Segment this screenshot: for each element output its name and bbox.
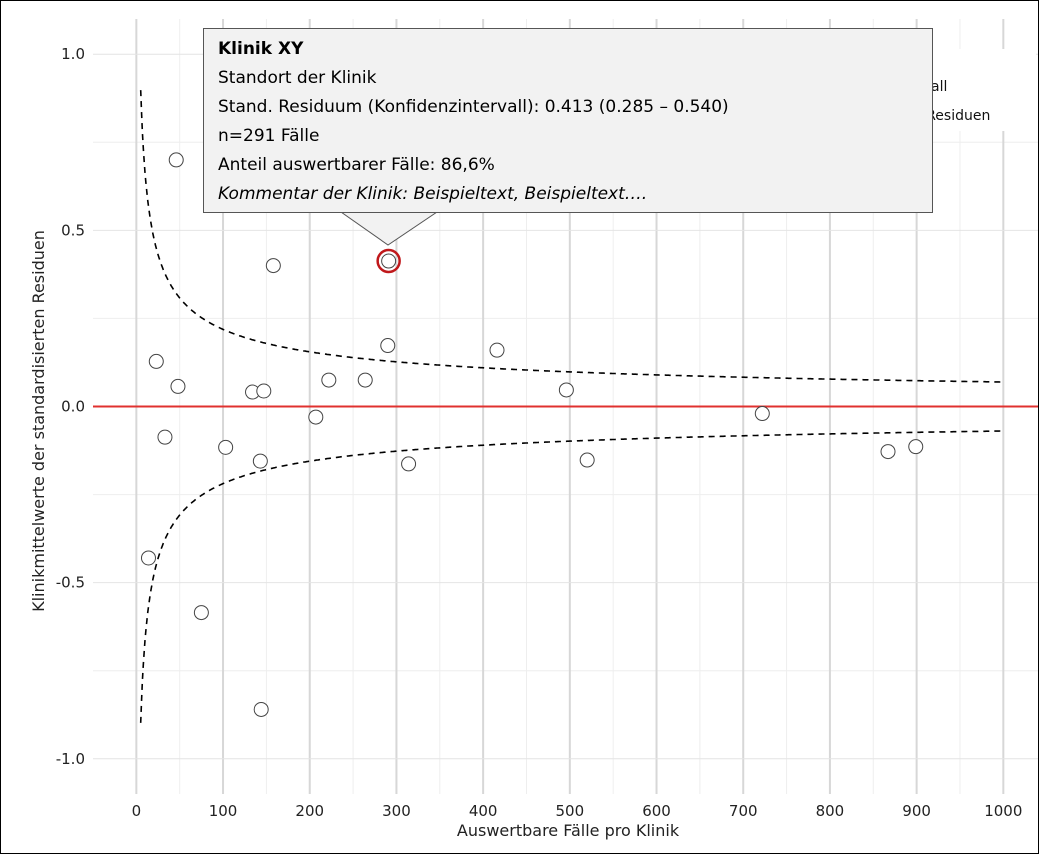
data-point-23 — [880, 444, 896, 460]
data-point-5 — [170, 378, 186, 394]
x-tick-labels: 0 100 200 300 400 500 600 700 800 900 1000 — [132, 802, 1023, 820]
data-point-9 — [252, 453, 268, 469]
y-tick-label--1: -1.0 — [56, 750, 85, 768]
tooltip-title: Klinik XY — [218, 39, 304, 59]
data-point-16 — [380, 338, 396, 354]
data-point-17 — [381, 253, 397, 269]
y-tick-label-0.5: 0.5 — [61, 221, 85, 239]
tooltip-location: Standort der Klinik — [218, 68, 377, 88]
tooltip-card: Klinik XY Standort der Klinik Stand. Res… — [203, 28, 933, 213]
data-point-21 — [579, 452, 595, 468]
highlighted-point-ring — [376, 248, 401, 274]
tooltip-share: Anteil auswertbarer Fälle: 86,6% — [218, 155, 495, 175]
data-point-13 — [308, 409, 324, 425]
confidence-band-lower — [139, 430, 1004, 723]
x-tick-label-0: 0 — [132, 802, 142, 820]
data-point-15 — [357, 372, 373, 388]
legend-entry-1: all — [931, 79, 947, 95]
confidence-band-upper — [139, 90, 1004, 383]
x-tick-label-1000: 1000 — [984, 802, 1022, 820]
data-point-1 — [140, 550, 156, 566]
tooltip-case-count: n=291 Fälle — [218, 126, 320, 146]
data-point-19 — [489, 342, 505, 358]
data-point-24 — [908, 439, 924, 455]
data-point-22 — [754, 406, 770, 422]
tooltip-residual: Stand. Residuum (Konfidenzintervall): 0.… — [218, 97, 729, 117]
data-point-3 — [157, 429, 173, 445]
y-tick-labels: -1.0 -0.5 0.0 0.5 1.0 — [56, 45, 85, 768]
x-tick-label-700: 700 — [729, 802, 758, 820]
data-point-7 — [218, 439, 234, 455]
x-tick-label-900: 900 — [902, 802, 931, 820]
data-point-20 — [558, 382, 574, 398]
y-tick-label--0.5: -0.5 — [56, 574, 85, 592]
tooltip-comment: Kommentar der Klinik: Beispieltext, Beis… — [218, 184, 648, 204]
data-point-2 — [148, 353, 164, 369]
legend-entry-2: r Residuen — [916, 108, 990, 124]
x-tick-label-500: 500 — [556, 802, 585, 820]
data-point-14 — [321, 372, 337, 388]
data-point-18 — [401, 456, 417, 472]
data-point-11 — [256, 383, 272, 399]
data-point-6 — [193, 605, 209, 621]
x-tick-label-300: 300 — [382, 802, 411, 820]
x-tick-label-800: 800 — [816, 802, 845, 820]
x-tick-label-600: 600 — [642, 802, 671, 820]
x-axis-title: Auswertbare Fälle pro Klinik — [457, 821, 680, 840]
data-point-4 — [168, 152, 184, 168]
y-axis-title: Klinikmittelwerte der standardisierten R… — [29, 230, 48, 612]
data-point-12 — [265, 258, 281, 274]
data-points — [140, 152, 924, 717]
data-point-10 — [253, 701, 269, 717]
y-tick-label-0: 0.0 — [61, 398, 85, 416]
tooltip-pointer — [339, 211, 439, 246]
x-tick-label-100: 100 — [209, 802, 238, 820]
x-tick-label-400: 400 — [469, 802, 498, 820]
x-tick-label-200: 200 — [295, 802, 324, 820]
y-tick-label-1: 1.0 — [61, 45, 85, 63]
confidence-band — [139, 90, 1004, 723]
